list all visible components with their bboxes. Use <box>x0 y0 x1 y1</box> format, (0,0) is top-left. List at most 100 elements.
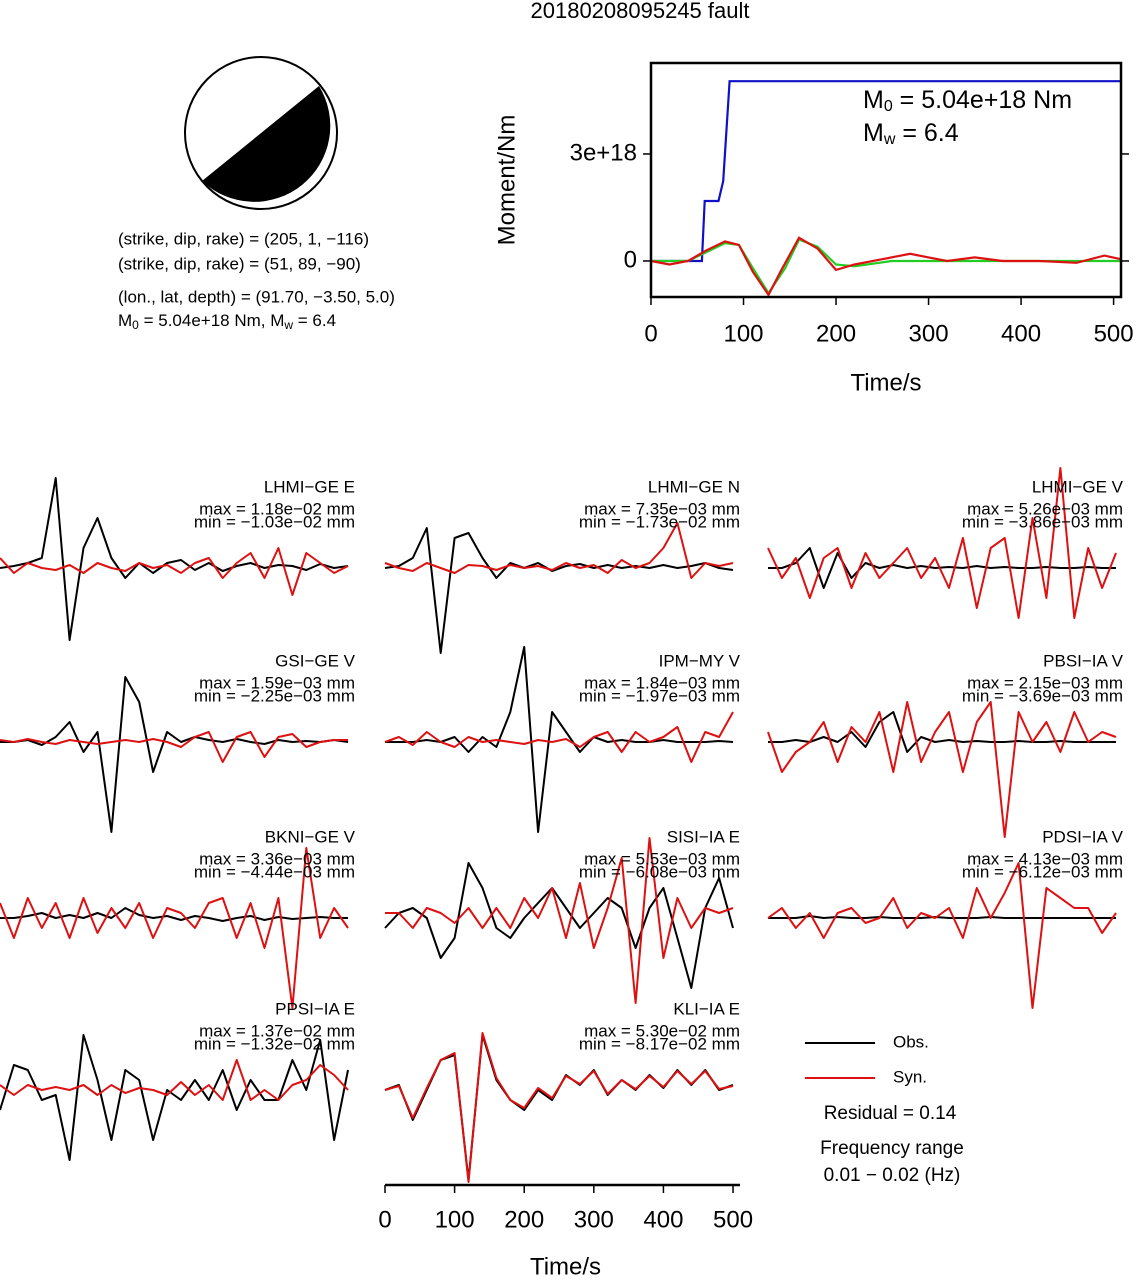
obs-trace <box>0 907 348 922</box>
m: M <box>118 311 132 330</box>
syn-trace <box>0 847 349 1009</box>
syn-trace <box>767 701 1117 838</box>
max-label: max = 1.37e−02 mm <box>199 1021 355 1040</box>
syn-trace <box>767 862 1117 1009</box>
station-name: LHMI−GE V <box>1032 477 1124 496</box>
w-text: = 6.4 <box>293 311 336 330</box>
station-name: SISI−IA E <box>667 827 740 846</box>
m-text: = 5.04e+18 Nm, M <box>139 311 285 330</box>
min-label: min = −2.25e−03 mm <box>194 686 355 705</box>
obs-trace <box>384 1034 734 1181</box>
x-tick-label: 500 <box>1094 320 1134 347</box>
y-tick-label: 3e+18 <box>570 139 637 166</box>
y-tick-label: 0 <box>624 246 637 273</box>
x-tick-label: 300 <box>909 320 949 347</box>
max-label: max = 2.15e−03 mm <box>967 673 1123 692</box>
frequency-range: 0.01 − 0.02 (Hz) <box>824 1165 961 1186</box>
obs-trace <box>768 915 1116 919</box>
legend-label: Obs. <box>893 1032 929 1051</box>
moment-curve <box>651 238 1121 296</box>
annotation-base: M <box>863 119 884 147</box>
max-label: max = 3.36e−03 mm <box>199 849 355 868</box>
max-label: max = 1.18e−02 mm <box>199 499 355 518</box>
max-label: max = 7.35e−03 mm <box>584 499 740 518</box>
x-tick-label: 400 <box>1001 320 1041 347</box>
figure-title: 20180208095245 fault <box>531 0 750 23</box>
moment-curve <box>651 80 1121 263</box>
syn-trace <box>0 1059 349 1101</box>
focal-line: (strike, dip, rake) = (205, 1, −116) <box>118 229 369 248</box>
annotation-base: M <box>863 86 884 114</box>
syn-trace <box>384 522 734 579</box>
x-tick-label: 400 <box>643 1206 683 1233</box>
moment-curve <box>650 236 1122 298</box>
min-label: min = −3.86e−03 mm <box>962 512 1123 531</box>
annotation-sub: 0 <box>884 98 893 115</box>
obs-trace <box>768 711 1116 753</box>
station-name: BKNI−GE V <box>265 827 356 846</box>
syn-trace <box>767 467 1117 619</box>
annotation-sub: w <box>883 131 896 148</box>
max-label: max = 5.26e−03 mm <box>967 499 1123 518</box>
obs-trace <box>0 676 349 833</box>
focal-line: (strike, dip, rake) = (51, 89, −90) <box>118 254 361 273</box>
syn-trace <box>0 547 349 596</box>
obs-trace <box>0 477 349 641</box>
w-sub: w <box>283 318 293 332</box>
annotation-text: = 6.4 <box>895 119 958 147</box>
beachball <box>184 56 338 210</box>
station-name: PPSI−IA E <box>275 999 355 1018</box>
min-label: min = −8.17e−02 mm <box>579 1034 740 1053</box>
y-axis-label: Moment/Nm <box>493 115 520 246</box>
focal-line: (lon., lat, depth) = (91.70, −3.50, 5.0) <box>118 287 395 306</box>
obs-trace <box>385 646 734 833</box>
min-label: min = −6.12e−03 mm <box>962 862 1123 881</box>
x-tick-label: 200 <box>504 1206 544 1233</box>
obs-trace <box>384 527 734 654</box>
station-name: PDSI−IA V <box>1042 827 1123 846</box>
x-tick-label: 300 <box>574 1206 614 1233</box>
station-name: LHMI−GE N <box>648 477 740 496</box>
obs-trace <box>768 547 1116 589</box>
plot-frame <box>649 61 1123 299</box>
min-label: min = −1.32e−02 mm <box>194 1034 355 1053</box>
x-tick-label: 500 <box>713 1206 753 1233</box>
x-axis-label: Time/s <box>530 1253 601 1280</box>
station-name: LHMI−GE E <box>264 477 355 496</box>
annotation-text: = 5.04e+18 Nm <box>893 86 1072 114</box>
syn-trace <box>384 1032 734 1183</box>
max-label: max = 5.30e−02 mm <box>584 1021 740 1040</box>
station-name: PBSI−IA V <box>1043 651 1124 670</box>
syn-trace <box>0 731 348 763</box>
station-name: KLI−IA E <box>673 999 740 1018</box>
x-tick-label: 200 <box>816 320 856 347</box>
max-label: max = 1.84e−03 mm <box>584 673 740 692</box>
x-tick-label: 0 <box>378 1206 391 1233</box>
x-tick-label: 100 <box>435 1206 475 1233</box>
min-label: min = −6.08e−03 mm <box>579 862 740 881</box>
x-tick-label: 0 <box>644 320 657 347</box>
obs-trace <box>0 1034 349 1161</box>
station-name: GSI−GE V <box>275 651 355 670</box>
syn-trace <box>385 837 734 1004</box>
moment-line: M0 = 5.04e+18 Nm, Mw = 6.4 <box>118 311 336 332</box>
frequency-label: Frequency range <box>820 1138 964 1159</box>
min-label: min = −3.69e−03 mm <box>962 686 1123 705</box>
annotation: M0 = 5.04e+18 Nm <box>863 86 1072 116</box>
m-sub: 0 <box>132 318 139 332</box>
max-label: max = 5.53e−03 mm <box>584 849 740 868</box>
annotation: Mw = 6.4 <box>863 119 959 149</box>
x-tick-label: 100 <box>723 320 763 347</box>
residual: Residual = 0.14 <box>824 1103 957 1124</box>
min-label: min = −1.03e−02 mm <box>194 512 355 531</box>
legend-label: Syn. <box>893 1067 927 1086</box>
min-label: min = −1.97e−03 mm <box>579 686 740 705</box>
station-name: IPM−MY V <box>659 651 741 670</box>
x-axis-label: Time/s <box>850 369 921 396</box>
max-label: max = 1.59e−03 mm <box>199 673 355 692</box>
min-label: min = −1.73e−02 mm <box>579 512 740 531</box>
max-label: max = 4.13e−03 mm <box>967 849 1123 868</box>
beachball-quadrant <box>202 86 331 202</box>
min-label: min = −4.44e−03 mm <box>194 862 355 881</box>
